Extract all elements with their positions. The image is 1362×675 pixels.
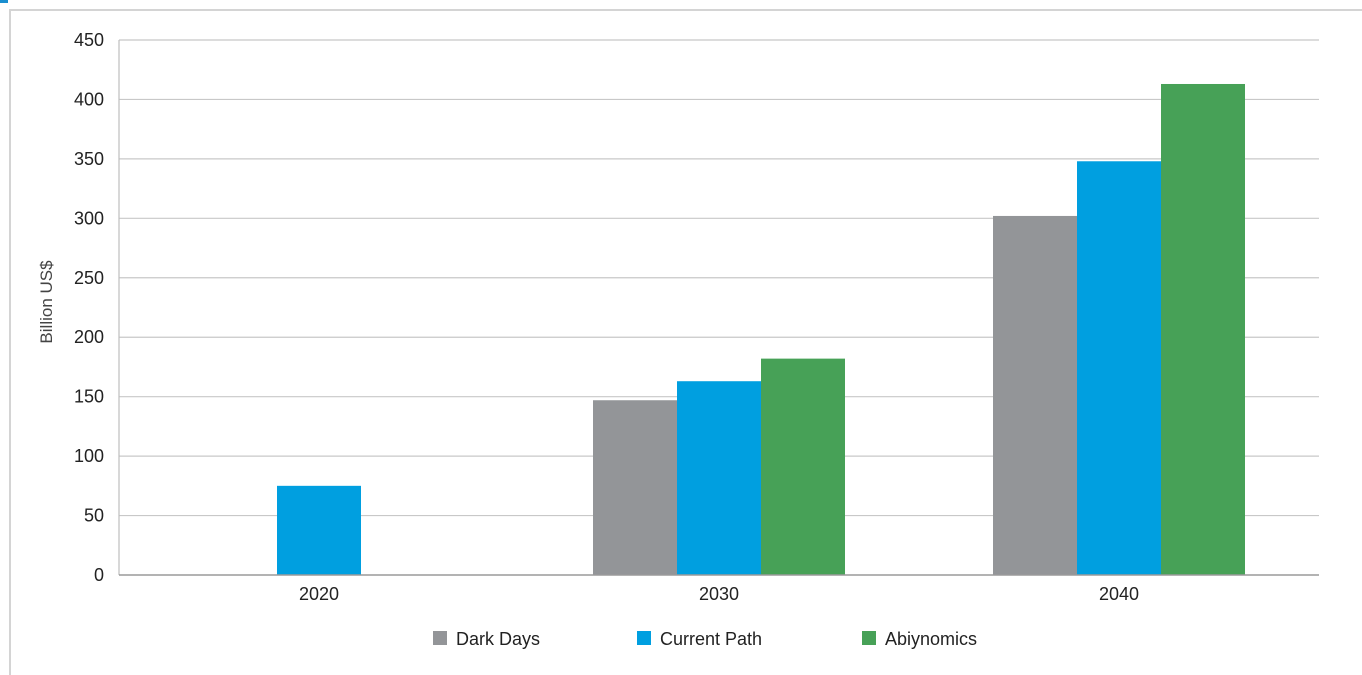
chart-frame <box>9 9 1362 675</box>
y-tick-label: 0 <box>94 565 104 585</box>
y-tick-label: 400 <box>74 89 104 109</box>
y-tick-label: 350 <box>74 149 104 169</box>
x-tick-label: 2030 <box>699 584 739 604</box>
legend-swatch <box>433 631 447 645</box>
bar-abiynomics-2040 <box>1161 83 1245 575</box>
legend: Dark Days Current Path Abiynomics <box>433 629 977 649</box>
legend-swatch <box>862 631 876 645</box>
x-axis: 2020 2030 2040 <box>118 40 1319 604</box>
legend-item-abiynomics: Abiynomics <box>862 629 977 649</box>
legend-swatch <box>637 631 651 645</box>
bars <box>277 83 1245 575</box>
y-tick-label: 450 <box>74 30 104 50</box>
bar-current-path-2020 <box>277 485 361 575</box>
bar-current-path-2030 <box>677 381 761 575</box>
y-tick-label: 150 <box>74 387 104 407</box>
bar-dark-days-2040 <box>993 215 1077 575</box>
bar-dark-days-2030 <box>593 400 677 575</box>
y-tick-label: 200 <box>74 327 104 347</box>
y-tick-label: 50 <box>84 506 104 526</box>
legend-item-current-path: Current Path <box>637 629 762 649</box>
y-tick-label: 100 <box>74 446 104 466</box>
bar-abiynomics-2030 <box>761 358 845 575</box>
legend-label: Abiynomics <box>885 629 977 649</box>
x-tick-label: 2040 <box>1099 584 1139 604</box>
x-tick-label: 2020 <box>299 584 339 604</box>
y-tick-label: 250 <box>74 268 104 288</box>
legend-label: Current Path <box>660 629 762 649</box>
legend-label: Dark Days <box>456 629 540 649</box>
y-axis-ticks: 0 50 100 150 200 250 300 350 400 450 <box>74 30 104 585</box>
y-tick-label: 300 <box>74 208 104 228</box>
bar-current-path-2040 <box>1077 161 1161 575</box>
top-accent-bar <box>0 0 8 3</box>
legend-item-dark-days: Dark Days <box>433 629 540 649</box>
y-axis-label: Billion US$ <box>37 260 56 344</box>
